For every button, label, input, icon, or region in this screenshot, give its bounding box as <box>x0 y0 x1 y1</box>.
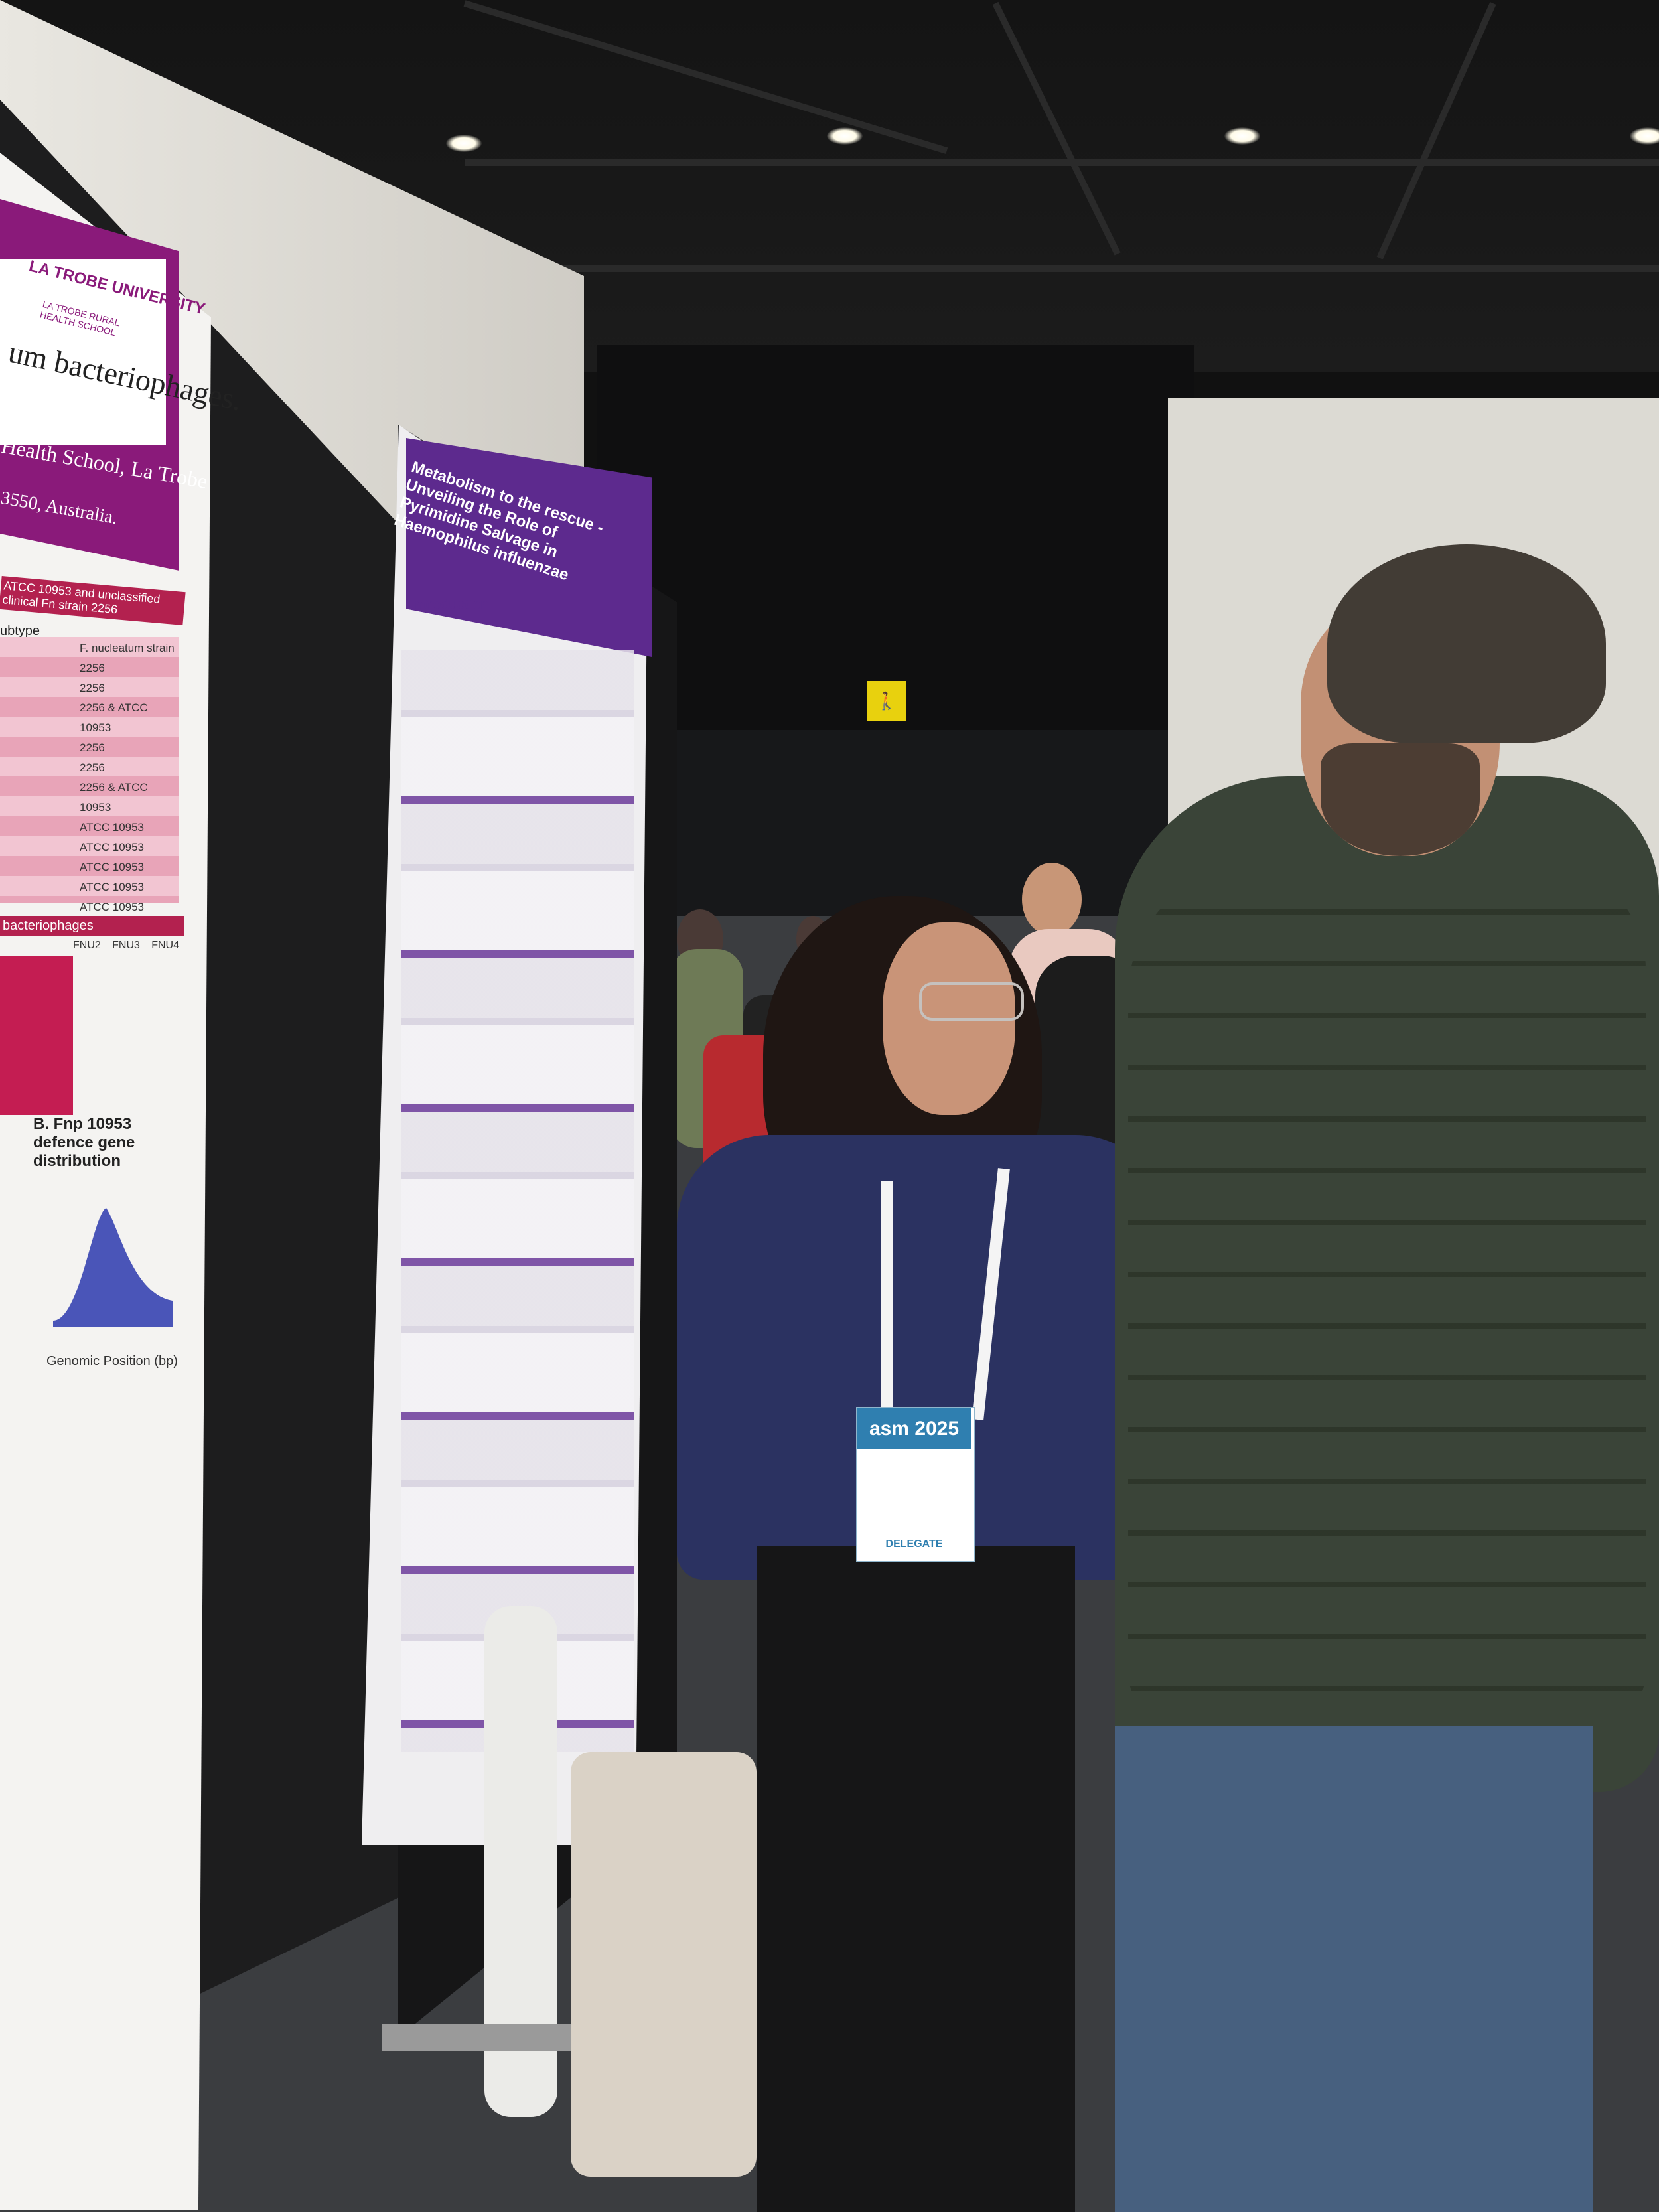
right-poster-figures <box>401 650 634 1752</box>
table-cell: ATCC 10953 <box>80 841 145 853</box>
right-poster-intro: Introduction <box>411 597 489 612</box>
ceiling-light <box>1224 127 1260 145</box>
left-poster-section-b: B. Fnp 10953 defence gene distribution <box>33 1115 135 1170</box>
phage-col: FNU3 <box>112 940 140 951</box>
phage-col: FNU4 <box>151 940 179 951</box>
ceiling-light <box>827 127 863 145</box>
left-poster-phage-header: bacteriophages <box>0 916 184 936</box>
table-cell: 2256 <box>80 761 105 774</box>
left-poster-table-values: F. nucleatum strain 2256 2256 2256 & ATC… <box>80 638 179 917</box>
table-cell: F. nucleatum strain <box>80 642 175 654</box>
lanyard <box>881 1181 893 1434</box>
listener-hair <box>1327 544 1606 743</box>
back-wall-panels <box>677 730 1168 929</box>
table-cell: ATCC 10953 <box>80 861 145 873</box>
left-poster-axis-label: Genomic Position (bp) <box>46 1354 178 1368</box>
left-poster-table <box>0 637 179 903</box>
table-cell: 2256 & ATCC 10953 <box>80 701 148 734</box>
table-cell: 2256 <box>80 682 105 694</box>
jacket-quilting <box>1128 863 1646 1726</box>
ceiling-light <box>1630 127 1659 145</box>
left-poster-logo-box <box>0 259 166 445</box>
background-person <box>1022 863 1082 936</box>
table-cell: ATCC 10953 <box>80 821 145 834</box>
left-poster-phage-cols: FNU2 FNU3 FNU4 <box>73 940 179 952</box>
ceiling-truss <box>465 159 1659 166</box>
handbag <box>571 1752 757 2177</box>
density-curve <box>53 1208 173 1327</box>
listener-beard <box>1321 743 1480 856</box>
presenter-pants <box>757 1546 1075 2212</box>
left-poster-phage-table <box>0 956 73 1115</box>
exit-sign-icon: 🚶 <box>875 691 898 711</box>
ceiling-truss <box>504 265 1659 272</box>
table-cell: 2256 & ATCC 10953 <box>80 781 148 814</box>
exit-sign: 🚶 <box>867 681 906 721</box>
phage-col: FNU2 <box>73 940 101 951</box>
left-poster-table-col: ubtype <box>0 624 40 638</box>
badge-role: DELEGATE <box>885 1538 943 1550</box>
badge-event: asm 2025 <box>857 1408 971 1449</box>
left-poster-density-plot <box>53 1208 173 1327</box>
table-cell: ATCC 10953 <box>80 901 145 913</box>
table-cell: 2256 <box>80 741 105 754</box>
ceiling-light <box>446 135 482 152</box>
table-cell: ATCC 10953 <box>80 881 145 893</box>
table-cell: 2256 <box>80 662 105 674</box>
presenter-glasses <box>919 982 1024 1021</box>
listener-jeans <box>1115 1726 1593 2212</box>
